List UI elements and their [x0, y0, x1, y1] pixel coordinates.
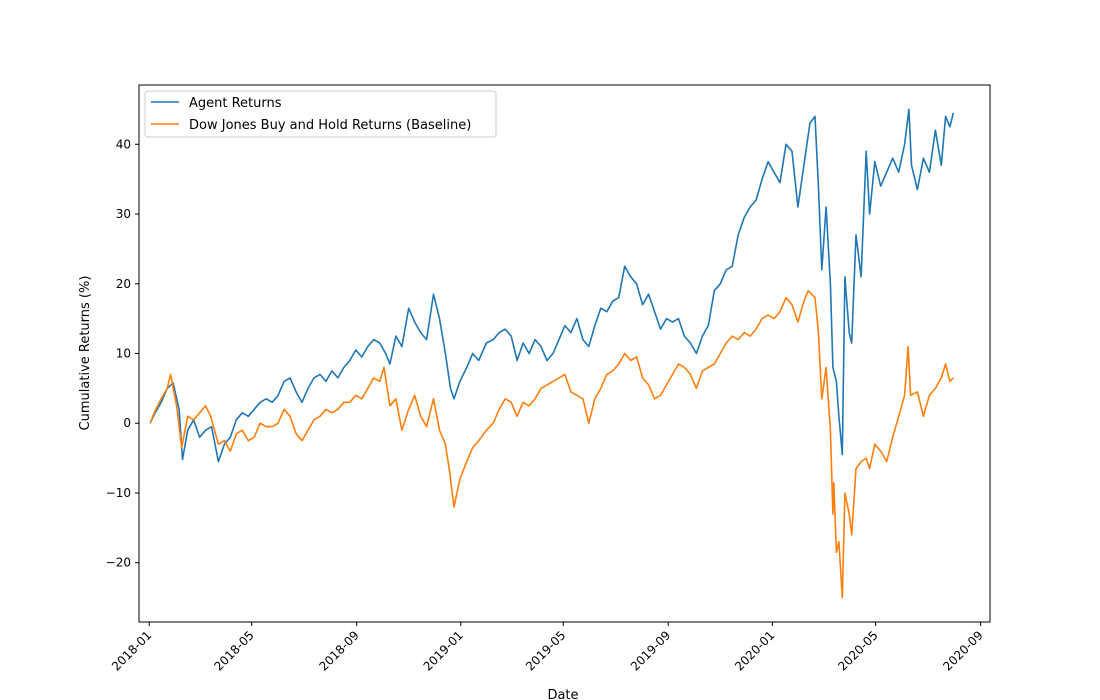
y-axis-label: Cumulative Returns (%) — [78, 276, 93, 431]
legend: Agent Returns Dow Jones Buy and Hold Ret… — [144, 90, 497, 138]
x-tick-label: 2018-05 — [211, 628, 256, 673]
series-line-1 — [149, 289, 954, 599]
x-tick-label: 2020-05 — [835, 628, 880, 673]
x-tick-label: 2019-01 — [421, 628, 466, 673]
x-tick-label: 2020-01 — [732, 628, 777, 673]
y-tick-label: 30 — [116, 207, 131, 221]
legend-box — [144, 90, 497, 138]
x-axis: 2018-01 2018-05 2018-09 2019-01 2019-05 2019-… — [109, 622, 986, 674]
series-lines — [149, 108, 955, 599]
x-tick-label: 2019-05 — [523, 628, 568, 673]
y-axis: −20 −10 0 10 20 30 40 — [106, 137, 139, 570]
y-tick-label: 0 — [123, 416, 131, 430]
y-tick-label: 10 — [116, 347, 131, 361]
y-tick-label: 20 — [116, 277, 131, 291]
y-tick-label: −20 — [106, 556, 131, 570]
x-tick-label: 2020-09 — [940, 628, 985, 673]
legend-label-baseline: Dow Jones Buy and Hold Returns (Baseline… — [189, 118, 471, 133]
x-tick-label: 2019-09 — [628, 628, 673, 673]
plot-area — [139, 85, 990, 622]
series-line-0 — [149, 108, 955, 463]
y-tick-label: −10 — [106, 486, 131, 500]
x-axis-label: Date — [547, 688, 578, 700]
legend-label-agent: Agent Returns — [189, 96, 282, 111]
x-tick-label: 2018-09 — [316, 628, 361, 673]
y-tick-label: 40 — [116, 137, 131, 151]
x-tick-label: 2018-01 — [109, 628, 154, 673]
